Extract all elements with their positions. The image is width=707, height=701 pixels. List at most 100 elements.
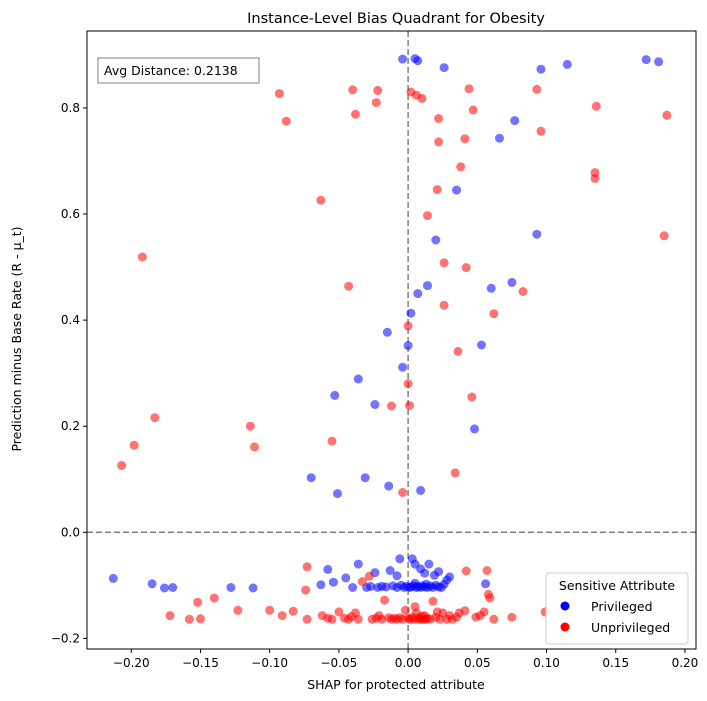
annotation-box — [97, 57, 260, 84]
x-tick-label: −0.20 — [113, 656, 150, 670]
data-point — [439, 300, 449, 310]
legend-label-unprivileged: Unprivileged — [591, 620, 670, 635]
data-point — [193, 597, 203, 607]
data-point — [366, 581, 376, 591]
data-point — [413, 289, 423, 299]
data-point — [184, 614, 194, 624]
data-point — [460, 134, 470, 144]
data-point — [209, 593, 219, 603]
data-point — [288, 606, 298, 616]
data-point — [439, 63, 449, 73]
data-point — [431, 235, 441, 245]
chart-title: Instance-Level Bias Quadrant for Obesity — [247, 11, 545, 27]
legend-marker-unprivileged — [560, 622, 570, 632]
data-point — [406, 308, 416, 318]
data-point — [370, 400, 380, 409]
data-point — [468, 105, 478, 115]
data-point — [464, 84, 474, 94]
data-point — [248, 583, 258, 593]
data-point — [495, 133, 504, 143]
data-point — [381, 582, 391, 592]
data-point — [371, 98, 381, 108]
data-point — [360, 473, 370, 483]
data-point — [250, 442, 259, 452]
data-point — [395, 554, 405, 564]
x-tick-label: −0.05 — [321, 656, 358, 670]
data-point — [434, 137, 444, 147]
data-point — [245, 421, 255, 431]
data-point — [344, 281, 354, 291]
data-point — [302, 614, 312, 624]
data-point — [481, 579, 491, 589]
data-point — [348, 85, 358, 95]
data-point — [357, 577, 367, 587]
data-point — [532, 84, 542, 94]
data-point — [277, 611, 287, 621]
legend-label-privileged: Privileged — [591, 599, 653, 614]
data-point — [420, 568, 430, 578]
reference-lines — [87, 31, 696, 649]
data-point — [108, 573, 118, 583]
data-point — [196, 614, 205, 624]
y-tick-label: 0.6 — [61, 207, 80, 221]
data-point — [434, 114, 444, 123]
data-point — [641, 55, 651, 65]
data-point — [439, 258, 449, 268]
data-point — [403, 341, 413, 351]
data-point — [301, 585, 311, 595]
data-point — [432, 185, 442, 195]
data-point — [424, 559, 434, 569]
data-point — [510, 116, 520, 126]
data-point — [117, 461, 127, 470]
data-point — [382, 327, 392, 337]
data-point — [452, 185, 462, 195]
data-point — [485, 593, 495, 603]
data-point — [323, 564, 333, 574]
x-tick-label: 0.20 — [672, 656, 699, 670]
data-point — [423, 281, 432, 291]
data-point — [385, 566, 395, 575]
data-point — [562, 59, 572, 69]
data-point — [265, 605, 275, 615]
data-point — [536, 126, 546, 136]
data-point — [373, 85, 383, 95]
data-point — [460, 606, 470, 616]
data-point — [403, 321, 413, 331]
data-point — [129, 440, 139, 450]
data-point — [398, 488, 408, 497]
x-axis-label: SHAP for protected attribute — [307, 677, 485, 692]
x-tick-label: 0.15 — [602, 656, 629, 670]
data-point — [428, 596, 438, 606]
data-point — [353, 559, 363, 569]
data-point — [479, 607, 489, 617]
data-point — [507, 277, 517, 287]
y-tick-label: −0.2 — [51, 631, 80, 645]
plot-frame — [86, 30, 697, 650]
y-axis: −0.2 0.0 0.2 0.4 0.6 0.8 — [51, 101, 87, 645]
data-point — [168, 583, 178, 592]
x-tick-label: 0.05 — [464, 656, 491, 670]
data-point — [147, 579, 157, 589]
data-point — [417, 93, 427, 103]
x-tick-label: 0.10 — [533, 656, 560, 670]
legend-box — [545, 572, 689, 645]
x-axis: −0.20 −0.15 −0.10 −0.05 0.00 0.05 0.10 0.15 0.20 — [113, 649, 698, 670]
avg-distance-annotation: Avg Distance: 0.2138 — [97, 57, 260, 84]
data-point — [413, 56, 423, 66]
y-axis-label: Prediction minus Base Rate (R - μ_t) — [9, 226, 24, 451]
data-point — [405, 401, 414, 410]
data-point — [327, 436, 337, 446]
data-point — [380, 595, 390, 605]
data-point — [416, 485, 426, 495]
data-point — [453, 346, 463, 356]
y-tick-label: 0.0 — [61, 525, 80, 539]
data-point — [456, 162, 466, 172]
data-point — [377, 614, 387, 624]
data-point — [470, 424, 479, 434]
legend: Sensitive Attribute Privileged Unprivile… — [545, 572, 689, 645]
x-tick-label: −0.15 — [182, 656, 219, 670]
y-tick-label: 0.8 — [61, 101, 80, 115]
data-point — [328, 577, 338, 587]
data-point — [403, 379, 413, 389]
data-point — [160, 583, 169, 593]
